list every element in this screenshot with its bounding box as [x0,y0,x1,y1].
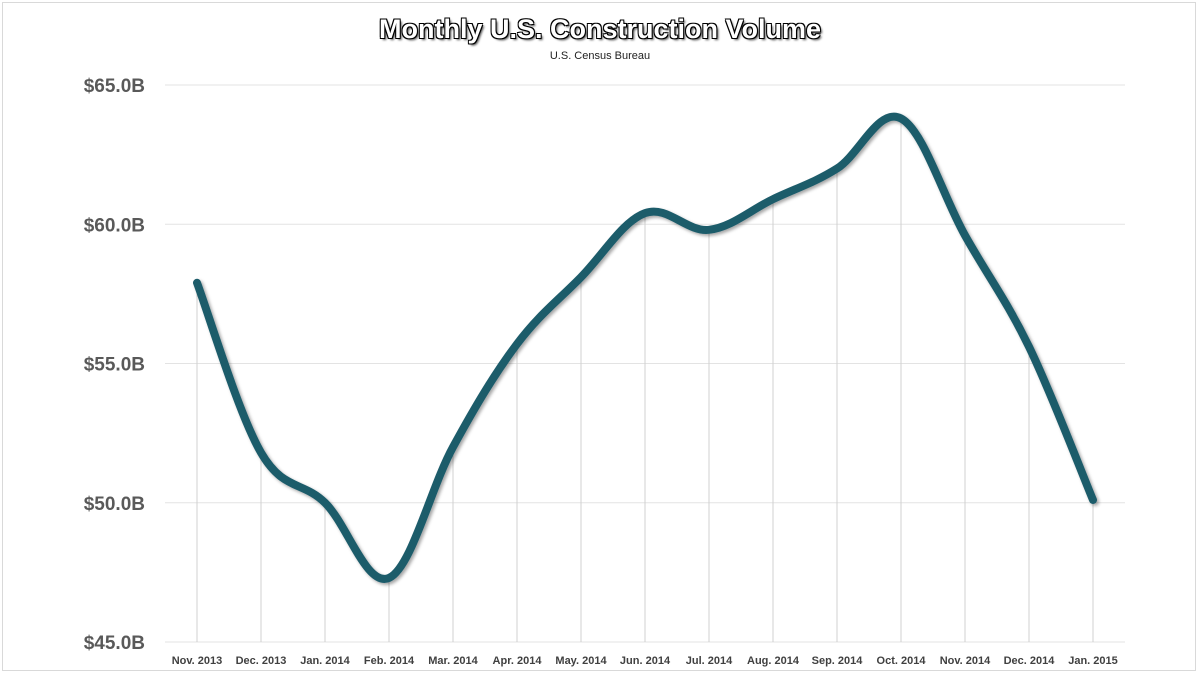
y-tick-label: $55.0B [84,355,145,376]
x-tick-label: Jan. 2015 [1068,655,1118,667]
x-tick-label: Nov. 2014 [940,655,991,667]
x-tick-label: Sep. 2014 [812,655,864,667]
x-tick-label: Jul. 2014 [686,655,733,667]
series-line [193,112,1097,583]
y-tick-label: $60.0B [84,215,145,236]
x-tick-label: Mar. 2014 [428,655,478,667]
chart-subtitle: U.S. Census Bureau [549,50,651,62]
x-tick-label: Apr. 2014 [493,655,543,667]
y-tick-label: $50.0B [84,494,145,515]
y-tick-label: $65.0B [84,76,145,97]
x-tick-label: Dec. 2014 [1004,655,1056,667]
x-tick-label: Dec. 2013 [236,655,287,667]
x-tick-label: Aug. 2014 [747,655,800,667]
x-tick-label: Jan. 2014 [300,655,350,667]
x-tick-label: Nov. 2013 [172,655,223,667]
x-tick-label: Jun. 2014 [620,655,671,667]
x-tick-label: May. 2014 [555,655,607,667]
x-tick-label: Oct. 2014 [877,655,927,667]
chart-title: Monthly U.S. Construction Volume [379,14,821,44]
y-tick-label: $45.0B [84,633,145,654]
x-tick-label: Feb. 2014 [364,655,415,667]
